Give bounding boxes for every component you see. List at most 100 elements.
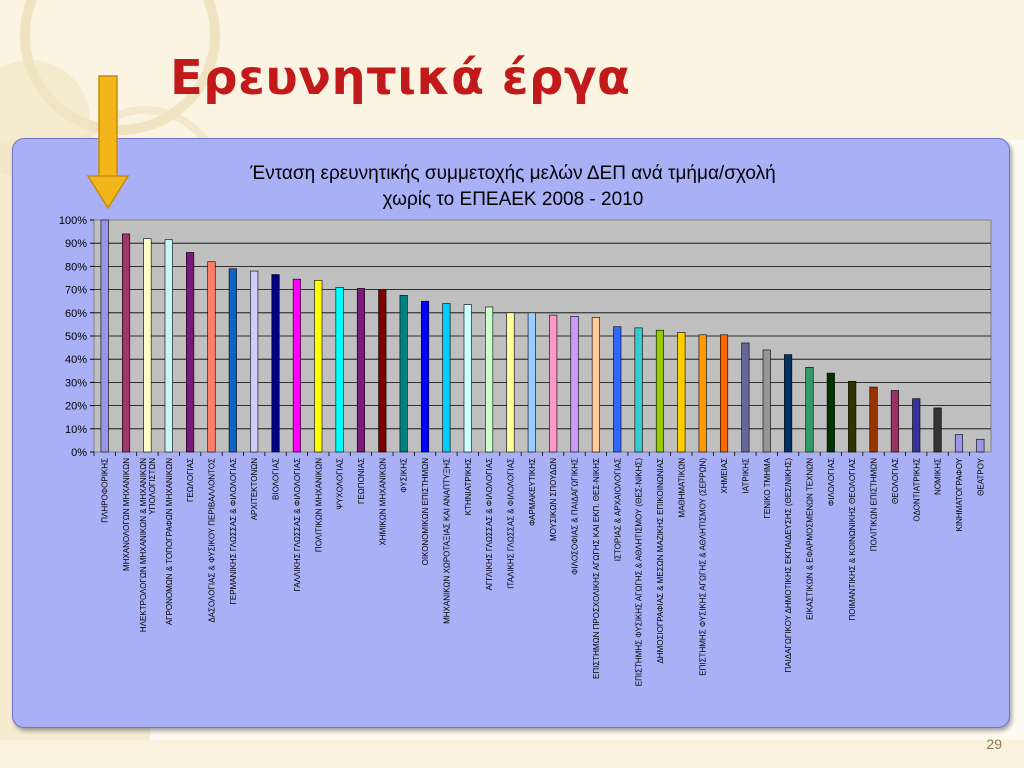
y-tick-label: 50% [65,331,87,343]
y-tick-label: 20% [65,401,87,413]
chart-bar [207,261,216,453]
chart-bar [186,252,195,453]
chart-title-line-1: Ένταση ερευνητικής συμμετοχής μελών ΔΕΠ … [249,163,775,184]
chart-bar [933,407,942,453]
chart-bar [805,367,814,453]
y-tick-label: 70% [65,285,87,297]
x-tick-label: ΧΗΜΙΚΩΝ ΜΗΧΑΝΙΚΩΝ [378,458,387,546]
x-tick-label: ΙΑΤΡΙΚΗΣ [741,458,750,494]
x-tick-label: ΕΠΙΣΤΗΜΩΝ ΠΡΟΣΧΟΛΙΚΗΣ ΑΓΩΓΗΣ ΚΑΙ ΕΚΠ. ΘΕ… [592,458,601,679]
chart-bar [506,312,515,453]
x-tick-label: ΔΗΜΟΣΙΟΓΡΑΦΙΑΣ & ΜΕΣΩΝ ΜΑΖΙΚΗΣ ΕΠΙΚΟΙΝΩΝ… [656,458,665,664]
x-tick-label: ΘΕΑΤΡΟΥ [976,457,985,495]
x-tick-label: ΓΕΩΛΟΓΙΑΣ [186,458,195,502]
chart-bar [954,434,964,453]
page-number: 29 [986,736,1002,752]
x-tick-label: ΦΥΣΙΚΗΣ [400,458,409,493]
x-tick-label: ΚΙΝΗΜΑΤΟΓΡΑΦΟΥ [955,457,964,531]
x-tick-label: ΓΑΛΛΙΚΗΣ ΓΛΩΣΣΑΣ & ΦΙΛΟΛΟΓΙΑΣ [293,458,302,591]
chart-bar [527,312,536,453]
chart-bar [869,386,878,453]
chart-bar [335,286,344,453]
chart-bar [570,315,579,453]
chart-bar [121,233,131,453]
chart-bar [271,274,280,453]
x-tick-label: ΔΑΣΟΛΟΓΙΑΣ & ΦΥΣΙΚΟΥ ΠΕΡΙΒΑΛΛΟΝΤΟΣ [207,458,216,623]
chart-bar [314,280,323,453]
chart-bar [698,334,707,453]
chart-panel: Ένταση ερευνητικής συμμετοχής μελών ΔΕΠ … [12,138,1010,728]
x-tick-label: ΕΙΚΑΣΤΙΚΩΝ & ΕΦΑΡΜΟΣΜΕΝΩΝ ΤΕΧΝΩΝ [805,458,814,620]
chart-bar [613,326,622,453]
chart-bar [292,278,301,453]
x-tick-label: ΙΣΤΟΡΙΑΣ & ΑΡΧΑΙΟΛΟΓΙΑΣ [613,458,622,561]
x-tick-label: ΥΠΟΛΟΓΙΣΤΩΝ [148,458,157,515]
x-tick-label: ΦΙΛΟΛΟΓΙΑΣ [827,458,836,506]
x-tick-label: ΦΑΡΜΑΚΕΥΤΙΚΗΣ [528,458,537,526]
bar-chart: Ένταση ερευνητικής συμμετοχής μελών ΔΕΠ … [59,163,992,687]
down-arrow-icon [86,75,130,210]
chart-bar [634,327,643,453]
x-tick-label: ΓΕΩΠΟΝΙΑΣ [357,458,366,504]
x-tick-label: ΧΗΜΕΙΑΣ [720,458,729,494]
x-tick-label: ΠΟΛΙΤΙΚΩΝ ΕΠΙΣΤΗΜΩΝ [870,458,879,551]
x-tick-label: ΑΓΡΟΝΟΜΩΝ & ΤΟΠΟΓΡΑΦΩΝ ΜΗΧΑΝΙΚΩΝ [165,458,174,625]
chart-bar [549,314,558,453]
x-tick-label: ΑΓΓΛΙΚΗΣ ΓΛΩΣΣΑΣ & ΦΙΛΟΛΟΓΙΑΣ [485,458,494,590]
chart-title-line-2: χωρίς το ΕΠΕΑΕΚ 2008 - 2010 [383,189,644,210]
chart-bar [228,268,237,453]
y-tick-label: 60% [65,308,87,320]
x-tick-label: ΕΠΙΣΤΗΜΗΣ ΦΥΣΙΚΗΣ ΑΓΩΓΗΣ & ΑΘΛΗΤΙΣΜΟΥ (Θ… [635,458,644,687]
y-tick-label: 100% [59,215,87,227]
x-tick-label: ΨΥΧΟΛΟΓΙΑΣ [336,458,345,510]
chart-bar [250,270,259,453]
x-tick-label: ΕΠΙΣΤΗΜΗΣ ΦΥΣΙΚΗΣ ΑΓΩΓΗΣ & ΑΘΛΗΤΙΣΜΟΥ (Σ… [699,458,708,676]
y-tick-label: 30% [65,377,87,389]
chart-bar [719,334,729,453]
chart-bar [976,438,985,453]
chart-bar [378,289,387,453]
chart-bar [143,238,152,453]
x-tick-label: ΒΙΟΛΟΓΙΑΣ [272,458,281,500]
x-tick-label: ΙΤΑΛΙΚΗΣ ΓΛΩΣΣΑΣ & ΦΙΛΟΛΟΓΙΑΣ [506,458,515,589]
chart-bar [591,317,600,453]
x-tick-label: ΦΙΛΟΣΟΦΙΑΣ & ΠΑΙΔΑΓΩΓΙΚΗΣ [571,458,580,575]
chart-bar [399,295,408,453]
chart-bar [912,398,921,453]
x-tick-label: ΠΟΙΜΑΝΤΙΚΗΣ & ΚΟΙΝΩΝΙΚΗΣ ΘΕΟΛΟΓΙΑΣ [848,458,857,621]
y-tick-label: 0% [71,447,87,459]
y-tick-label: 10% [65,424,87,436]
chart-bar [677,332,686,453]
y-tick-label: 40% [65,354,87,366]
chart-bar [848,380,857,453]
x-tick-label: ΠΟΛΙΤΙΚΩΝ ΜΗΧΑΝΙΚΩΝ [314,458,323,552]
chart-bar [762,349,771,453]
x-tick-label: ΜΗΧΑΝΟΛΟΓΩΝ ΜΗΧΑΝΙΚΩΝ [122,458,131,571]
chart-bar [420,300,430,453]
x-tick-label: ΘΕΟΛΟΓΙΑΣ [891,458,900,504]
chart-bar [442,303,451,453]
x-tick-label: ΜΗΧΑΝΙΚΩΝ ΧΩΡΟΤΑΞΙΑΣ ΚΑΙ ΑΝΑΠΤΥΞΗΣ [442,458,451,624]
chart-bar [826,372,835,453]
chart-bar [784,354,793,453]
x-tick-label: ΓΕΝΙΚΟ ΤΜΗΜΑ [763,457,772,518]
x-tick-label: ΗΛΕΚΤΡΟΛΟΓΩΝ ΜΗΧΑΝΙΚΩΝ & ΜΗΧΑΝΙΚΩΝ [139,458,148,632]
chart-bar [655,329,665,453]
x-tick-label: ΚΤΗΝΙΑΤΡΙΚΗΣ [464,458,473,515]
x-tick-label: ΟΙΚΟΝΟΜΙΚΩΝ ΕΠΙΣΤΗΜΩΝ [421,458,430,566]
chart-bar [164,239,173,453]
y-tick-label: 90% [65,238,87,250]
x-tick-label: ΜΑΘΗΜΑΤΙΚΩΝ [677,458,686,518]
chart-bar [356,288,366,453]
x-tick-label: ΑΡΧΙΤΕΚΤΟΝΩΝ [250,458,259,521]
x-tick-label: ΠΑΙΔΑΓΩΓΙΚΟΥ ΔΗΜΟΤΙΚΗΣ ΕΚΠΑΙΔΕΥΣΗΣ (ΘΕΣ/… [784,458,793,673]
chart-bar [100,219,109,453]
plot-area: 0% 10% 20% 30% 40% 50% 60% 70% 80% 90% 100% ΠΛΗΡΟΦΟ… [59,215,992,687]
page-title: Ερευνητικά έργα [170,50,631,106]
x-tick-label: ΝΟΜΙΚΗΣ [934,458,943,495]
chart-bar [463,304,472,453]
chart-bar [485,306,494,453]
x-tick-label: ΟΔΟΝΤΙΑΤΡΙΚΗΣ [912,458,921,522]
x-tick-label: ΓΕΡΜΑΝΙΚΗΣ ΓΛΩΣΣΑΣ & ΦΙΛΟΛΟΓΙΑΣ [229,458,238,605]
